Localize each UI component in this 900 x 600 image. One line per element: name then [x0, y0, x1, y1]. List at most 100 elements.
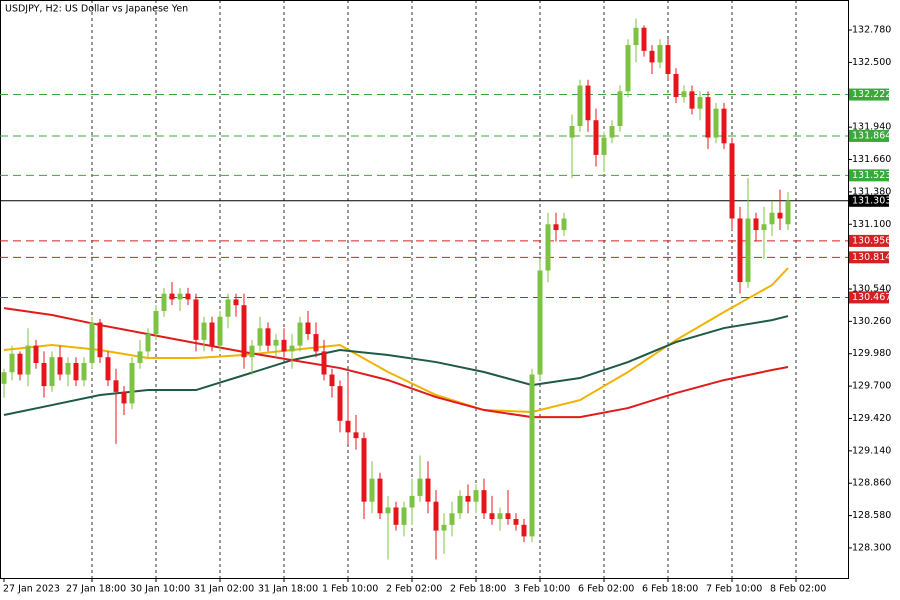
candle-body: [649, 50, 655, 63]
candle-body: [345, 420, 351, 433]
candle-body: [753, 218, 759, 231]
y-tick-label: 129.420: [852, 413, 891, 424]
candle-body: [745, 218, 751, 283]
candle-body: [673, 73, 679, 98]
x-tick-label: 7 Feb 10:00: [706, 584, 762, 595]
level-tag: [849, 291, 889, 304]
candle-body: [449, 513, 455, 525]
candle-body: [73, 362, 79, 381]
candle-body: [505, 513, 511, 520]
candle-body: [697, 97, 703, 109]
level-tag: [849, 194, 889, 207]
candle-body: [313, 334, 319, 352]
candle-body: [625, 45, 631, 92]
candle-body: [433, 501, 439, 531]
x-tick-label: 6 Feb 02:00: [578, 584, 634, 595]
chart-title: USDJPY, H2: US Dollar vs Japanese Yen: [5, 4, 188, 15]
candle-body: [689, 91, 695, 109]
candle-body: [721, 108, 727, 144]
candle-body: [145, 334, 151, 352]
x-tick-label: 31 Jan 18:00: [258, 584, 318, 595]
level-tag: [849, 234, 889, 247]
y-tick-label: 130.540: [852, 284, 891, 295]
candle-body: [545, 224, 551, 271]
candle-body: [329, 374, 335, 387]
candle-body: [297, 322, 303, 346]
candle-body: [521, 524, 527, 537]
level-label: 131.303: [852, 195, 891, 206]
candle-body: [137, 351, 143, 363]
candle-body: [153, 310, 159, 335]
candle-body: [337, 386, 343, 421]
y-tick-label: 128.580: [852, 510, 891, 521]
candle-body: [617, 91, 623, 127]
candle-body: [593, 120, 599, 155]
level-label: 130.467: [852, 292, 891, 303]
x-tick-label: 27 Jan 2023: [3, 584, 60, 595]
candle-body: [121, 391, 127, 404]
candle-body: [241, 305, 247, 358]
candle-body: [409, 495, 415, 508]
candle-body: [585, 85, 591, 121]
candle-body: [441, 524, 447, 531]
level-label: 131.864: [852, 130, 891, 141]
candle-body: [529, 374, 535, 537]
y-tick-label: 128.860: [852, 478, 891, 489]
candle-body: [49, 357, 55, 387]
x-tick-label: 27 Jan 18:00: [66, 584, 126, 595]
candle-body: [569, 126, 575, 138]
candle-body: [257, 328, 263, 346]
x-tick-label: 30 Jan 10:00: [130, 584, 190, 595]
candle-body: [233, 299, 239, 306]
level-tag: [849, 251, 889, 264]
candle-body: [353, 432, 359, 439]
candle-body: [713, 108, 719, 138]
candle-body: [129, 362, 135, 404]
y-tick-label: 129.980: [852, 348, 891, 359]
level-tag: [849, 169, 889, 182]
candle-body: [641, 27, 647, 51]
candle-body: [417, 478, 423, 496]
level-tag: [849, 129, 889, 142]
candle-body: [9, 353, 15, 373]
candle-body: [657, 45, 663, 63]
candle-body: [489, 513, 495, 520]
y-tick-label: 132.780: [852, 25, 891, 36]
candle-body: [201, 322, 207, 340]
candle-body: [217, 316, 223, 346]
candle-body: [561, 218, 567, 231]
candle-body: [777, 212, 783, 219]
candle-body: [457, 495, 463, 514]
level-label: 131.523: [852, 170, 891, 181]
candle-body: [105, 357, 111, 381]
candle-body: [729, 143, 735, 219]
candle-body: [209, 322, 215, 346]
x-tick-label: 2 Feb 02:00: [386, 584, 442, 595]
candle-body: [89, 322, 95, 363]
candle-body: [769, 212, 775, 225]
candle-body: [57, 357, 63, 375]
level-label: 130.814: [852, 252, 891, 263]
candle-body: [681, 91, 687, 98]
candle-body: [41, 362, 47, 387]
x-tick-label: 6 Feb 18:00: [642, 584, 698, 595]
moving-average: [3, 307, 789, 419]
candle-body: [193, 299, 199, 340]
x-tick-label: 2 Feb 18:00: [450, 584, 506, 595]
candle-body: [761, 224, 767, 231]
y-tick-label: 129.140: [852, 445, 891, 456]
x-tick-label: 3 Feb 10:00: [514, 584, 570, 595]
candle-body: [665, 45, 671, 74]
x-tick-label: 1 Feb 10:00: [322, 584, 378, 595]
y-tick-label: 131.100: [852, 219, 891, 230]
candle-body: [305, 322, 311, 335]
candle-body: [161, 293, 167, 311]
candle-body: [385, 507, 391, 514]
candle-body: [97, 322, 103, 358]
candle-body: [465, 495, 471, 502]
y-tick-label: 130.260: [852, 316, 891, 327]
y-tick-label: 128.300: [852, 542, 891, 553]
candle-body: [65, 362, 71, 375]
